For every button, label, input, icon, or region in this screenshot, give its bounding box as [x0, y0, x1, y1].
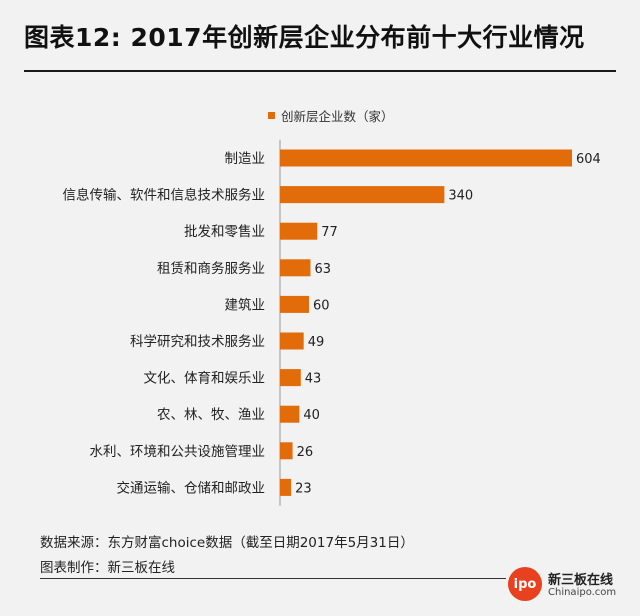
bar-value-label: 43: [305, 372, 322, 387]
category-label: 批发和零售业: [184, 224, 265, 240]
logo-name-cn: 新三板在线: [548, 573, 614, 588]
ipo-logo-icon: ipo: [508, 567, 542, 601]
data-source-note: 数据来源：东方财富choice数据（截至日期2017年5月31日）: [40, 535, 414, 551]
bar: [280, 149, 572, 167]
bar: [280, 222, 318, 240]
bar: [280, 369, 301, 387]
title-divider: [24, 70, 616, 72]
legend-swatch: [268, 112, 275, 119]
bar: [280, 442, 293, 460]
bar: [280, 332, 304, 350]
bar-value-label: 40: [303, 408, 320, 423]
legend: 创新层企业数（家）: [268, 106, 394, 125]
category-label: 文化、体育和娱乐业: [144, 371, 266, 387]
category-label: 信息传输、软件和信息技术服务业: [63, 187, 266, 204]
bar-value-label: 63: [314, 262, 331, 277]
bar: [280, 405, 300, 423]
footer-divider: [40, 578, 506, 579]
chart-credit-note: 图表制作：新三板在线: [40, 560, 175, 576]
bar-value-label: 340: [448, 189, 473, 204]
legend-label: 创新层企业数（家）: [281, 109, 394, 124]
bar-value-label: 26: [297, 445, 314, 460]
category-label: 农、林、牧、渔业: [157, 407, 265, 423]
category-label: 建筑业: [225, 297, 266, 313]
category-label: 制造业: [225, 151, 266, 167]
bar: [280, 295, 310, 313]
category-label: 租赁和商务服务业: [157, 261, 265, 277]
logo-name-en: Chinaipo.com: [548, 587, 617, 598]
brand-logo: ipo 新三板在线 Chinaipo.com: [506, 565, 626, 605]
bar: [280, 259, 311, 277]
category-label: 水利、环境和公共设施管理业: [90, 444, 266, 460]
category-label: 交通运输、仓储和邮政业: [117, 479, 266, 496]
bar-value-label: 77: [321, 225, 338, 240]
bar-value-label: 49: [308, 335, 325, 350]
category-label: 科学研究和技术服务业: [130, 334, 265, 350]
chart-title: 图表12: 2017年创新层企业分布前十大行业情况: [24, 23, 585, 52]
bar-value-label: 60: [313, 298, 330, 313]
bar: [280, 478, 292, 496]
bar: [280, 186, 445, 204]
bar-value-label: 23: [295, 481, 312, 496]
bar-value-label: 604: [576, 152, 601, 167]
